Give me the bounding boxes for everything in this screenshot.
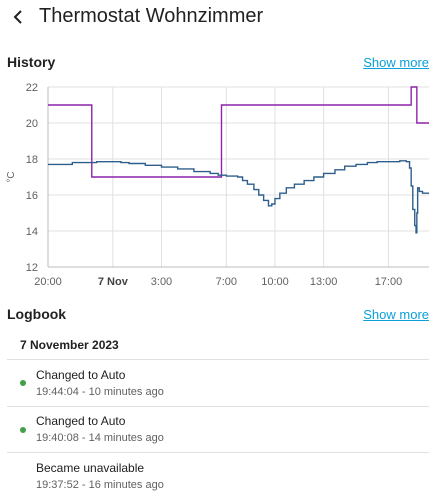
y-tick-label: 22: [26, 82, 38, 94]
logbook-entry[interactable]: Became unavailable 19:37:52 - 16 minutes…: [0, 453, 438, 499]
status-dot: [20, 380, 26, 386]
x-tick-label: 13:00: [310, 276, 338, 288]
x-tick-label: 3:00: [151, 276, 172, 288]
y-axis-label: °C: [6, 171, 17, 182]
back-button[interactable]: [8, 6, 30, 28]
x-tick-label: 10:00: [261, 276, 289, 288]
history-show-more-link[interactable]: Show more: [363, 55, 429, 70]
logbook-entry[interactable]: Changed to Auto 19:40:08 - 14 minutes ag…: [0, 407, 438, 453]
logbook-entry-message: Became unavailable: [36, 461, 145, 475]
page-title: Thermostat Wohnzimmer: [39, 5, 264, 27]
logbook-entry-message: Changed to Auto: [36, 368, 126, 382]
history-title: History: [7, 54, 56, 70]
divider: [7, 406, 429, 407]
y-tick-label: 16: [26, 190, 38, 202]
x-tick-label: 20:00: [34, 276, 62, 288]
y-tick-label: 18: [26, 154, 38, 166]
series-line-0: [48, 86, 429, 178]
logbook-entry-time: 19:37:52 - 16 minutes ago: [36, 479, 164, 491]
y-tick-label: 14: [26, 226, 38, 238]
top-bar: Thermostat Wohnzimmer: [0, 0, 438, 34]
logbook-entry[interactable]: Changed to Auto 19:44:04 - 10 minutes ag…: [0, 360, 438, 406]
y-tick-label: 20: [26, 118, 38, 130]
logbook-show-more-link[interactable]: Show more: [363, 307, 429, 322]
series-line-1: [48, 160, 429, 234]
history-chart: 22 20 18 16 14 12 20:00 7 Nov 3:00 7:00 10:00 13:00…: [6, 82, 429, 288]
logbook-title: Logbook: [7, 306, 67, 322]
logbook-entry-time: 19:40:08 - 14 minutes ago: [36, 432, 164, 444]
divider: [7, 359, 429, 360]
divider: [7, 452, 429, 453]
x-tick-label: 7:00: [216, 276, 237, 288]
logbook-entry-time: 19:44:04 - 10 minutes ago: [36, 386, 164, 398]
logbook-entry-message: Changed to Auto: [36, 414, 126, 428]
chevron-left-icon: [13, 10, 22, 24]
x-tick-label: 7 Nov: [98, 276, 129, 288]
x-tick-label: 17:00: [375, 276, 403, 288]
logbook-date-header: 7 November 2023: [20, 338, 119, 352]
status-dot: [20, 427, 26, 433]
y-tick-label: 12: [26, 262, 38, 274]
